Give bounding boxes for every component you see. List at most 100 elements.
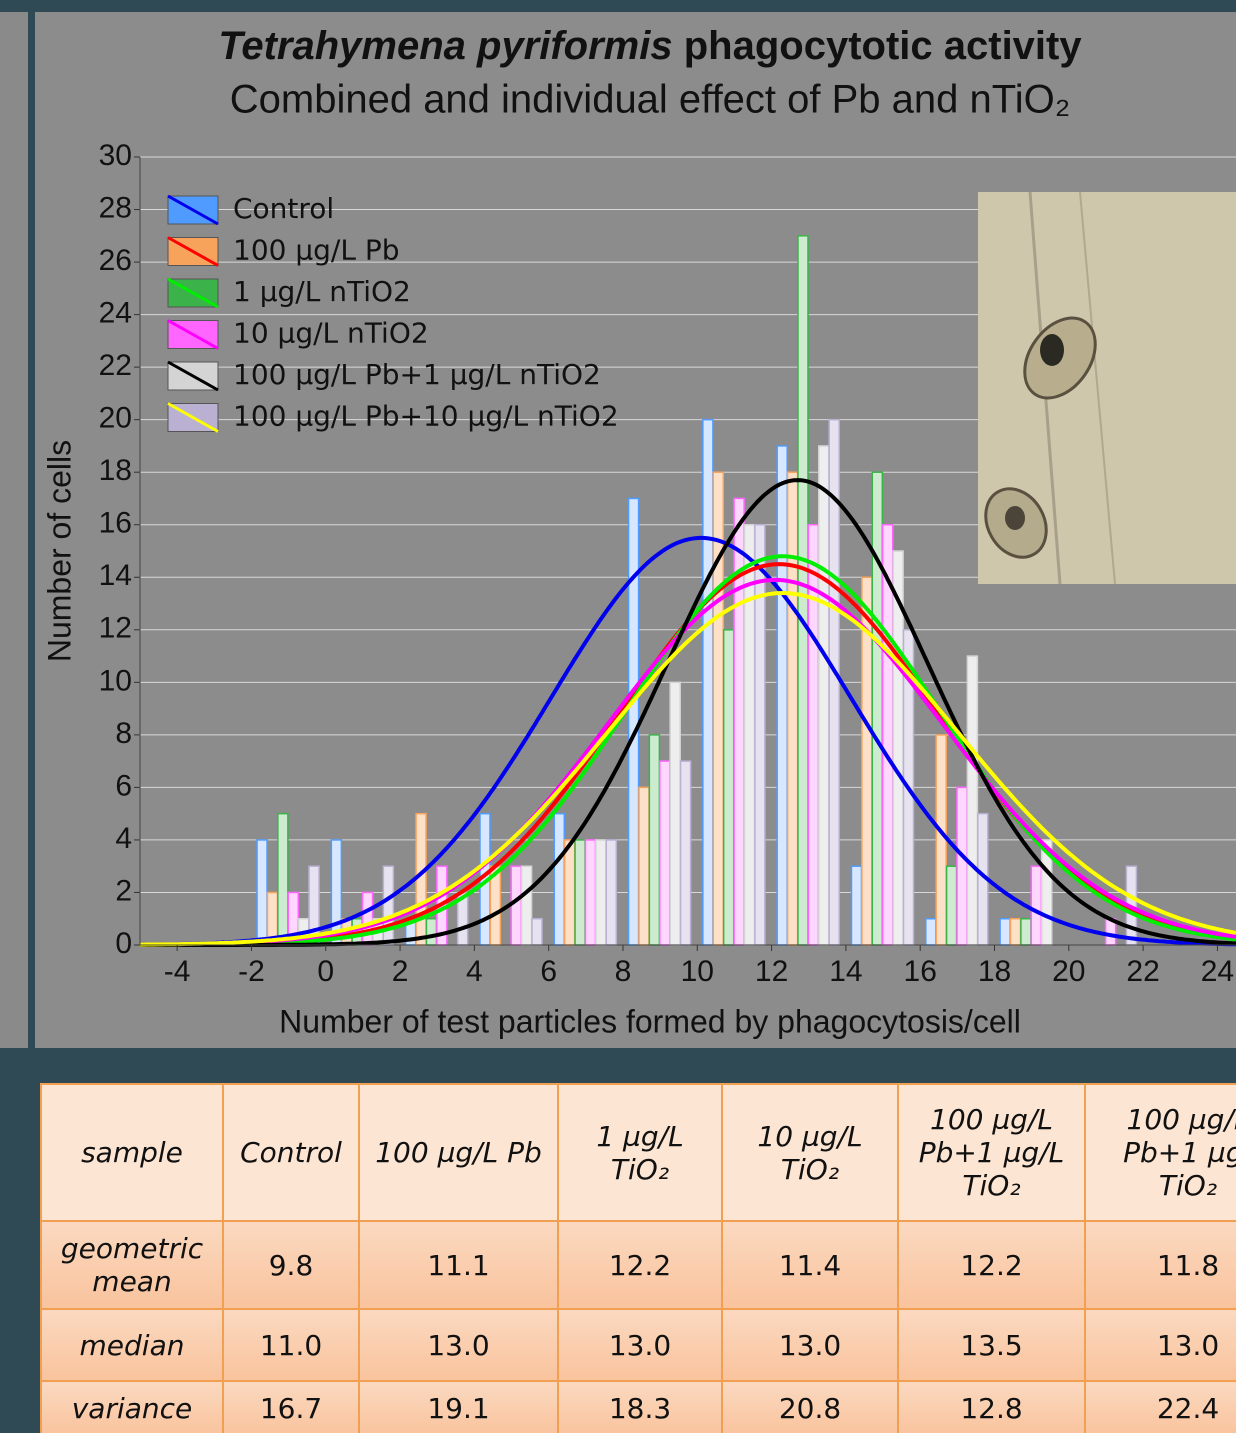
x-tick-label: 2: [392, 955, 409, 988]
value-cell: 18.3: [558, 1381, 722, 1433]
y-tick-label: 20: [99, 402, 132, 435]
chart-title: Tetrahymena pyriformis phagocytotic acti…: [218, 24, 1082, 68]
bar: [383, 866, 393, 945]
bar: [1031, 866, 1041, 945]
row-header: variance: [41, 1381, 223, 1433]
value-cell: 13.0: [1085, 1309, 1236, 1381]
value-cell: 9.8: [223, 1221, 359, 1309]
bar: [575, 840, 585, 945]
y-tick-label: 4: [115, 822, 132, 855]
header-cell: 100 µg/L Pb+1 µg/L TiO₂: [898, 1084, 1085, 1221]
legend-label: 10 µg/L nTiO2: [233, 317, 429, 350]
x-tick-label: 14: [829, 955, 862, 988]
value-cell: 13.0: [359, 1309, 558, 1381]
y-tick-label: 6: [115, 769, 132, 802]
x-tick-label: 24: [1201, 955, 1234, 988]
y-tick-label: 12: [99, 612, 132, 645]
bar: [926, 919, 936, 945]
row-header: median: [41, 1309, 223, 1381]
value-cell: 11.1: [359, 1221, 558, 1309]
y-tick-label: 18: [99, 454, 132, 487]
bar: [1000, 919, 1010, 945]
bar: [278, 814, 288, 945]
value-cell: 11.8: [1085, 1221, 1236, 1309]
legend-label: Control: [233, 192, 334, 225]
bar: [257, 840, 267, 945]
cell-vacuoles: [1005, 506, 1025, 530]
y-tick-label: 10: [99, 664, 132, 697]
header-cell: 1 µg/L TiO₂: [558, 1084, 722, 1221]
bar: [724, 630, 734, 945]
x-tick-label: 20: [1052, 955, 1085, 988]
bar: [639, 787, 649, 945]
y-axis-label: Number of cells: [41, 440, 77, 662]
value-cell: 11.4: [722, 1221, 898, 1309]
value-cell: 11.0: [223, 1309, 359, 1381]
bar: [936, 735, 946, 945]
bar: [1021, 919, 1031, 945]
y-tick-label: 16: [99, 507, 132, 540]
bar: [649, 735, 659, 945]
table-row: variance16.719.118.320.812.822.4: [41, 1381, 1236, 1433]
bar: [798, 236, 808, 945]
value-cell: 12.8: [898, 1381, 1085, 1433]
x-tick-label: 6: [540, 955, 557, 988]
bar: [596, 840, 606, 945]
bar: [872, 472, 882, 945]
bar: [565, 840, 575, 945]
bar: [426, 919, 436, 945]
value-cell: 12.2: [898, 1221, 1085, 1309]
bar: [755, 525, 765, 945]
x-tick-label: 18: [978, 955, 1011, 988]
y-tick-label: 14: [99, 559, 132, 592]
bar: [819, 446, 829, 945]
header-cell: 100 µg/L Pb+1 µg/ TiO₂: [1085, 1084, 1236, 1221]
value-cell: 16.7: [223, 1381, 359, 1433]
x-tick-label: 4: [466, 955, 483, 988]
bar: [957, 787, 967, 945]
legend-label: 100 µg/L Pb+1 µg/L nTiO2: [233, 358, 601, 391]
bar: [522, 866, 532, 945]
bar: [851, 866, 861, 945]
bar: [788, 472, 798, 945]
bar: [554, 814, 564, 945]
value-cell: 13.0: [558, 1309, 722, 1381]
header-cell: sample: [41, 1084, 223, 1221]
inset-photo: [974, 192, 1236, 584]
value-cell: 19.1: [359, 1381, 558, 1433]
x-tick-label: 12: [755, 955, 788, 988]
header-cell: Control: [223, 1084, 359, 1221]
bar: [734, 498, 744, 945]
x-axis-label: Number of test particles formed by phago…: [279, 1003, 1021, 1039]
page: Tetrahymena pyriformis phagocytotic acti…: [0, 0, 1236, 1433]
bar: [416, 814, 426, 945]
header-cell: 100 µg/L Pb: [359, 1084, 558, 1221]
bar: [967, 656, 977, 945]
bar: [363, 892, 373, 945]
bar: [703, 420, 713, 945]
bar: [670, 682, 680, 945]
bar: [681, 761, 691, 945]
bar: [532, 919, 542, 945]
bar: [511, 866, 521, 945]
y-tick-label: 8: [115, 717, 132, 750]
bar: [606, 840, 616, 945]
bar: [660, 761, 670, 945]
value-cell: 13.5: [898, 1309, 1085, 1381]
value-cell: 12.2: [558, 1221, 722, 1309]
side-panel: [0, 12, 28, 1048]
x-tick-label: 16: [904, 955, 937, 988]
x-tick-label: -2: [238, 955, 265, 988]
cell-vacuoles: [1040, 334, 1064, 366]
bar: [1010, 919, 1020, 945]
header-cell: 10 µg/L TiO₂: [722, 1084, 898, 1221]
table-row: median11.013.013.013.013.513.0: [41, 1309, 1236, 1381]
bar: [585, 840, 595, 945]
x-tick-label: 22: [1126, 955, 1159, 988]
x-tick-label: 0: [317, 955, 334, 988]
row-header: geometric mean: [41, 1221, 223, 1309]
